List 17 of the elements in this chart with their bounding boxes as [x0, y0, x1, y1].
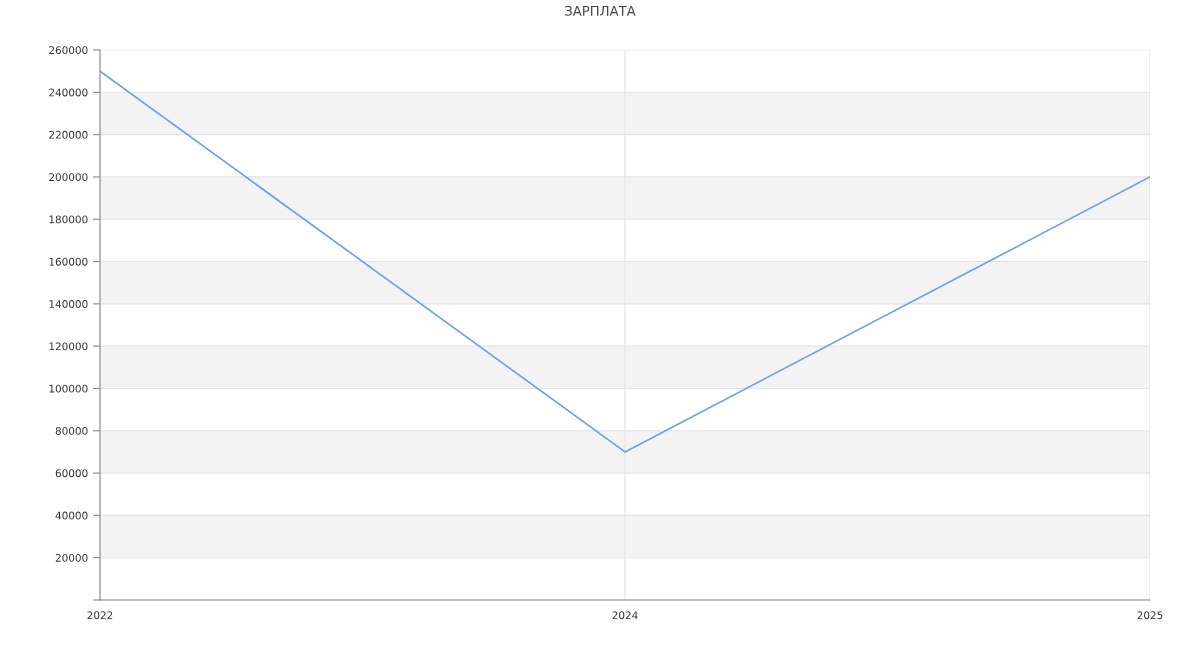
y-tick-label: 80000 [55, 427, 88, 435]
y-tick-label: 120000 [49, 342, 88, 351]
x-tick-label: 2025 [1137, 611, 1163, 620]
y-tick-label: 240000 [49, 88, 88, 97]
y-tick-label: 140000 [49, 300, 88, 308]
y-tick-label: 40000 [55, 511, 88, 520]
y-tick-label: 180000 [49, 215, 88, 224]
y-tick-label: 260000 [49, 46, 88, 55]
x-tick-label: 2024 [612, 611, 638, 620]
chart-title: ЗАРПЛАТА [565, 5, 636, 16]
x-tick-label: 2022 [87, 611, 113, 620]
y-tick-label: 20000 [55, 553, 88, 562]
y-tick-label: 100000 [49, 384, 88, 393]
y-tick-label: 200000 [49, 173, 88, 182]
y-tick-label: 160000 [49, 257, 88, 266]
y-tick-label: 220000 [49, 130, 88, 139]
y-tick-label: 60000 [55, 469, 88, 478]
